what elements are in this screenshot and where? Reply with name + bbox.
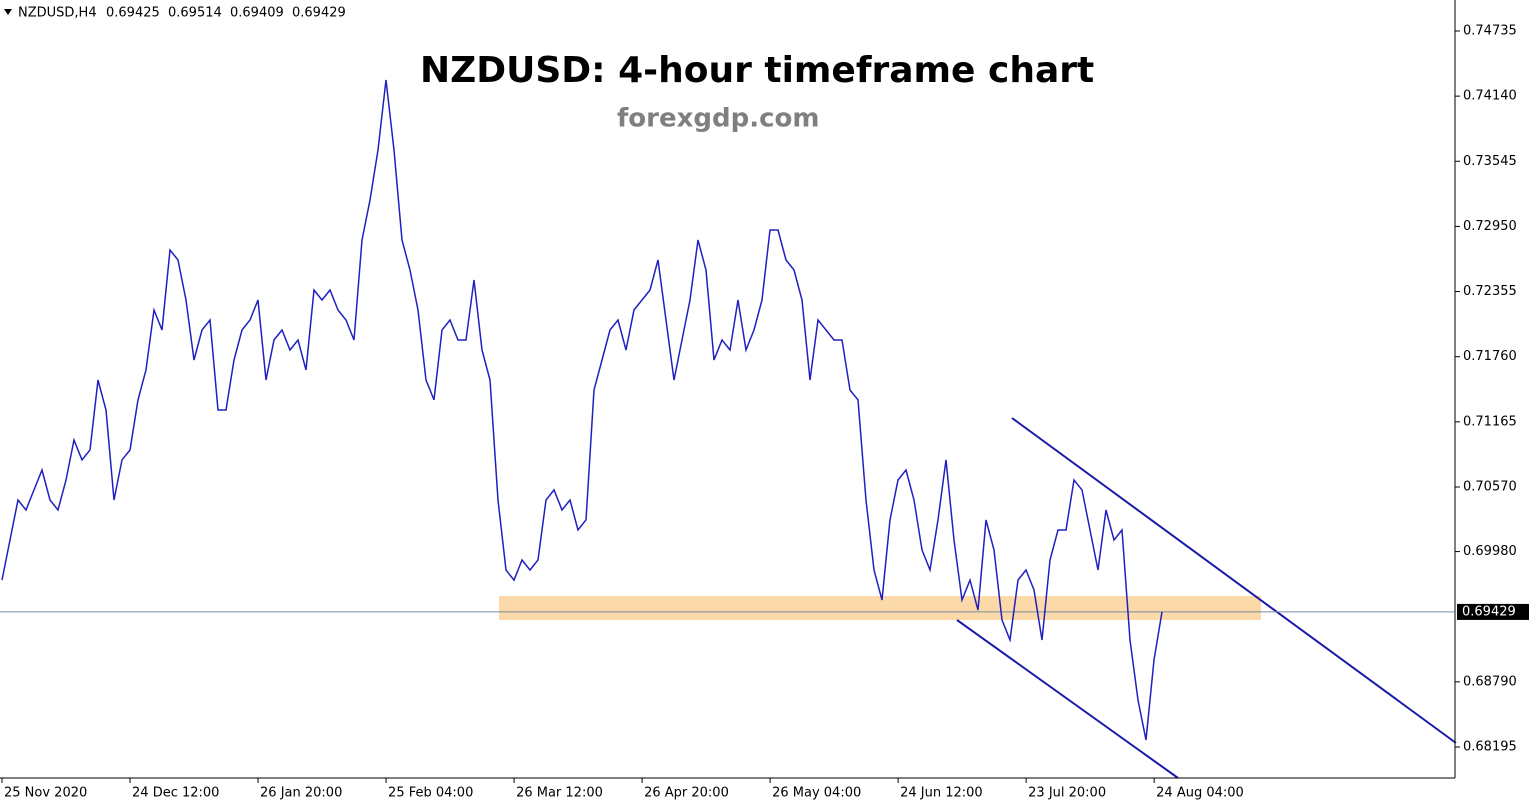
support-zone [499, 596, 1261, 620]
ohlc-value: 0.69425 [106, 6, 160, 21]
dropdown-icon[interactable] [4, 9, 12, 15]
y-tick-label: 0.72950 [1463, 219, 1517, 234]
channel-lower [956, 619, 1179, 779]
chart-title: NZDUSD: 4-hour timeframe chart [420, 50, 1094, 91]
y-tick-label: 0.72355 [1463, 284, 1517, 299]
x-tick-label: 26 Mar 12:00 [516, 786, 603, 801]
price-line [1, 79, 1163, 741]
ohlc-value: 0.69429 [292, 6, 346, 21]
x-tick-label: 26 May 04:00 [772, 786, 861, 801]
y-tick-label: 0.70570 [1463, 479, 1517, 494]
y-tick-label: 0.71760 [1463, 349, 1517, 364]
y-tick-label: 0.71165 [1463, 414, 1517, 429]
y-tick-label: 0.68195 [1463, 740, 1517, 755]
ohlc-value: 0.69514 [168, 6, 222, 21]
current-price-label: 0.69429 [1462, 604, 1516, 619]
x-tick-label: 24 Aug 04:00 [1156, 786, 1244, 801]
y-tick-label: 0.74735 [1463, 23, 1517, 38]
x-tick-label: 25 Feb 04:00 [388, 786, 473, 801]
x-tick-label: 26 Jan 20:00 [260, 786, 342, 801]
y-tick-label: 0.73545 [1463, 154, 1517, 169]
x-tick-label: 24 Jun 12:00 [900, 786, 983, 801]
symbol: NZDUSD,H4 [18, 6, 97, 21]
current-price-box [1457, 603, 1529, 620]
chart-subtitle: forexgdp.com [617, 104, 819, 134]
x-tick-label: 24 Dec 12:00 [132, 786, 219, 801]
x-tick-label: 26 Apr 20:00 [644, 786, 729, 801]
x-tick-label: 23 Jul 20:00 [1028, 786, 1106, 801]
x-tick-label: 25 Nov 2020 [4, 786, 87, 801]
ohlc-value: 0.69409 [230, 6, 284, 21]
channel-upper [1011, 417, 1457, 744]
y-tick-label: 0.69980 [1463, 544, 1517, 559]
y-tick-label: 0.68790 [1463, 674, 1517, 689]
y-tick-label: 0.74140 [1463, 89, 1517, 104]
